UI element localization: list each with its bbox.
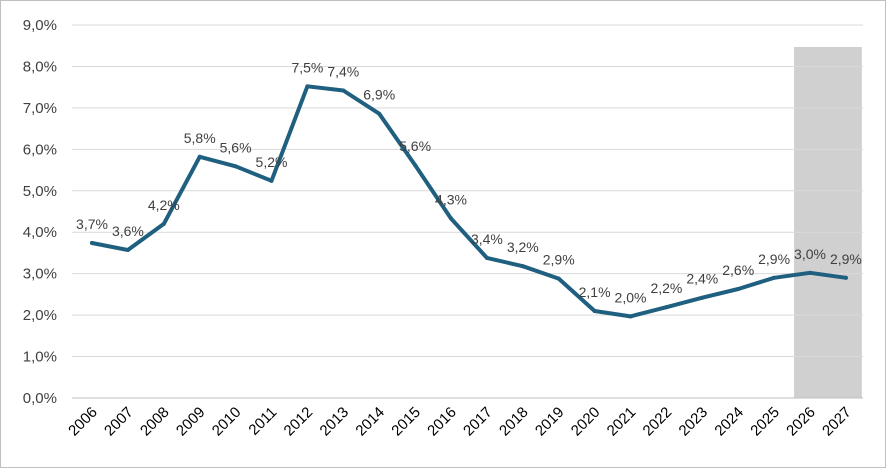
series-line xyxy=(90,84,848,319)
data-point xyxy=(843,275,848,280)
y-tick-label: 4,0% xyxy=(23,224,57,241)
shaded-forecast-region xyxy=(794,47,862,398)
x-tick-label: 2018 xyxy=(496,404,532,440)
x-tick-label: 2015 xyxy=(388,404,424,440)
x-tick-label: 2006 xyxy=(65,404,101,440)
x-tick-label: 2016 xyxy=(424,404,460,440)
data-point xyxy=(341,88,346,93)
x-tick-label: 2026 xyxy=(783,404,819,440)
data-point xyxy=(449,216,453,221)
x-tick-label: 2008 xyxy=(137,404,173,440)
data-label: 2,4% xyxy=(686,271,718,287)
data-point xyxy=(520,264,525,269)
x-tick-label: 2023 xyxy=(676,404,712,440)
y-tick-label: 8,0% xyxy=(23,58,57,75)
data-point xyxy=(269,178,274,183)
data-point xyxy=(413,163,418,168)
y-tick-label: 0,0% xyxy=(23,390,57,407)
x-tick-label: 2027 xyxy=(819,404,855,440)
x-tick-label: 2024 xyxy=(711,404,747,440)
x-tick-label: 2022 xyxy=(640,404,676,440)
data-label: 2,9% xyxy=(543,252,575,268)
x-tick-label: 2020 xyxy=(568,404,604,440)
data-label: 7,4% xyxy=(327,63,359,79)
data-point xyxy=(772,275,777,280)
data-label: 3,4% xyxy=(471,231,503,247)
y-tick-label: 2,0% xyxy=(23,307,57,324)
data-point xyxy=(233,164,238,169)
x-tick-label: 2007 xyxy=(101,404,137,440)
data-label: 6,9% xyxy=(363,87,395,103)
data-point xyxy=(161,221,166,226)
x-tick-label: 2009 xyxy=(173,404,209,440)
data-label: 2,9% xyxy=(830,251,862,267)
y-tick-label: 6,0% xyxy=(23,141,57,158)
data-label: 3,2% xyxy=(507,239,539,255)
data-label: 2,6% xyxy=(722,262,754,278)
x-tick-label: 2010 xyxy=(209,404,245,440)
data-label: 2,0% xyxy=(615,289,647,305)
y-tick-label: 9,0% xyxy=(23,17,57,34)
x-tick-label: 2014 xyxy=(352,404,388,440)
x-tick-label: 2011 xyxy=(245,404,280,439)
y-tick-label: 5,0% xyxy=(23,183,57,200)
data-point xyxy=(664,305,669,310)
data-label: 2,9% xyxy=(758,251,790,267)
data-point xyxy=(592,308,597,313)
y-tick-label: 3,0% xyxy=(23,266,57,283)
data-label: 5,6% xyxy=(399,138,431,154)
data-label: 4,2% xyxy=(148,197,180,213)
data-point xyxy=(808,270,812,275)
data-label: 3,0% xyxy=(794,246,826,262)
x-tick-label: 2019 xyxy=(532,404,568,440)
data-point xyxy=(125,248,130,253)
data-point xyxy=(484,255,489,260)
x-tick-label: 2025 xyxy=(747,404,783,440)
data-label: 3,6% xyxy=(112,223,144,239)
y-tick-label: 1,0% xyxy=(23,349,57,366)
data-label: 3,7% xyxy=(76,216,108,232)
data-point xyxy=(197,154,202,159)
x-tick-label: 2021 xyxy=(604,404,640,440)
data-label: 5,8% xyxy=(184,130,216,146)
data-point xyxy=(628,314,633,319)
data-label: 4,3% xyxy=(435,192,467,208)
x-tick-label: 2013 xyxy=(317,404,353,440)
data-label: 7,5% xyxy=(291,59,323,75)
data-label: 2,1% xyxy=(579,284,611,300)
data-point xyxy=(90,240,94,245)
y-tick-label: 7,0% xyxy=(23,100,57,117)
data-point xyxy=(556,276,561,281)
x-tick-label: 2012 xyxy=(281,404,317,440)
x-tick-label: 2017 xyxy=(460,404,496,440)
data-label: 2,2% xyxy=(650,280,682,296)
data-label: 5,6% xyxy=(220,139,252,155)
data-point xyxy=(700,295,705,300)
data-point xyxy=(305,84,310,89)
data-point xyxy=(736,287,741,292)
data-label: 5,2% xyxy=(256,154,288,170)
data-point xyxy=(377,111,382,116)
